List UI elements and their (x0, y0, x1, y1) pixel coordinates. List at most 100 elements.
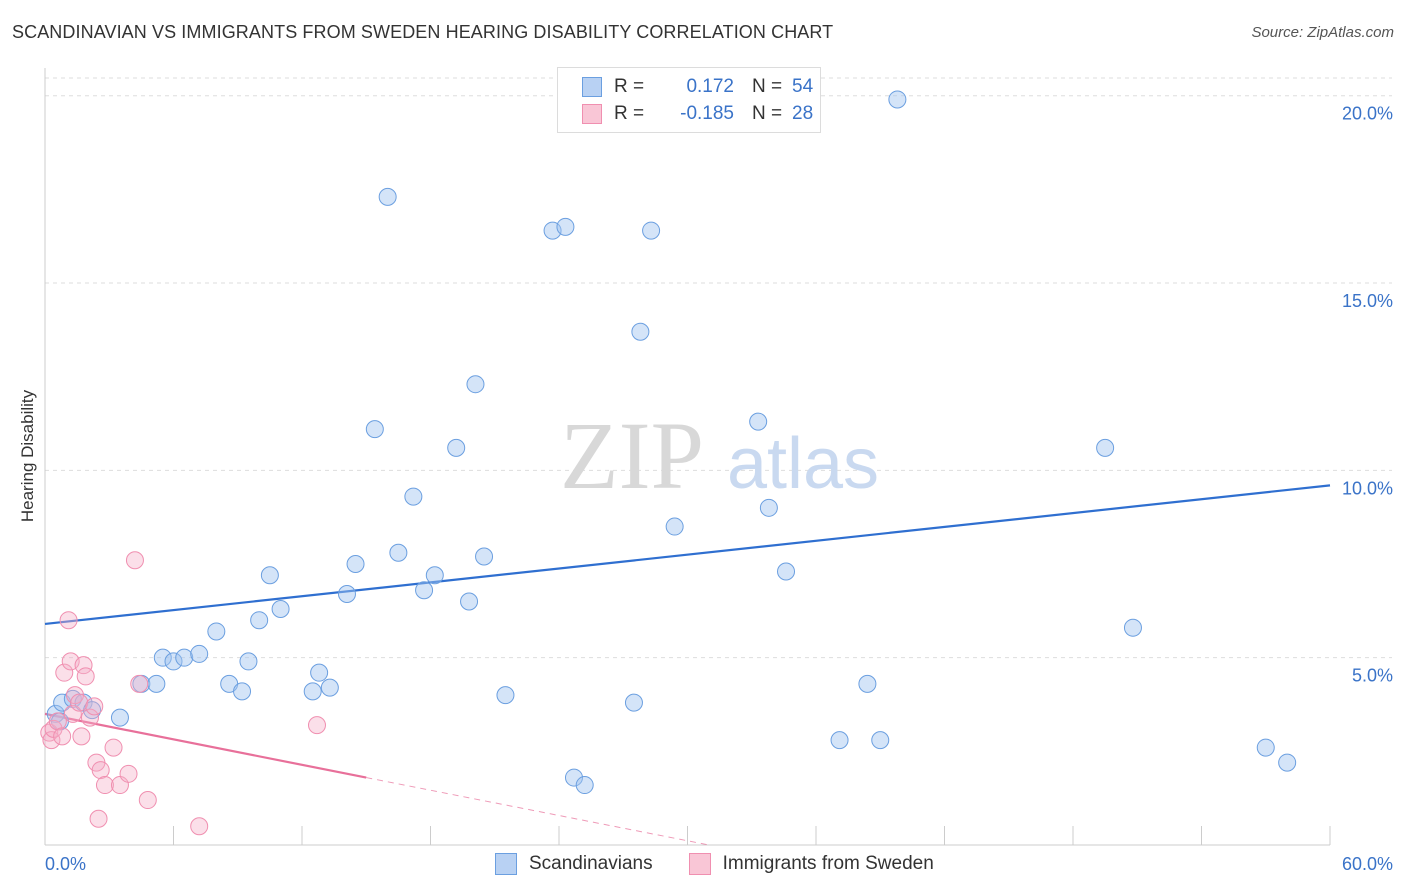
point-scandinavians (260, 566, 279, 585)
point-scandinavians (665, 517, 684, 536)
point-scandinavians (830, 731, 849, 750)
gridlines (45, 77, 1392, 659)
point-immigrants (70, 693, 89, 712)
bottom-legend-swatch-blue (495, 853, 517, 875)
legend-r-value: -0.185 (680, 103, 734, 124)
tick-labels: 5.0% 10.0% 15.0% 20.0% 0.0% 60.0% (45, 104, 1393, 874)
point-scandinavians (642, 221, 661, 240)
point-immigrants (95, 776, 114, 795)
bottom-legend-scandinavians: Scandinavians (495, 853, 653, 875)
point-scandinavians (1123, 618, 1142, 637)
y-tick-label: 10.0% (1342, 478, 1393, 498)
point-immigrants (48, 712, 67, 731)
legend-r-value: 0.172 (686, 76, 734, 97)
point-scandinavians (624, 693, 643, 712)
bottom-legend-label: Immigrants from Sweden (722, 853, 934, 874)
legend-box: R = 0.172 N = 54 R = -0.185 N = 28 (557, 67, 821, 133)
source-label: Source: ZipAtlas.com (1251, 24, 1394, 41)
trendline-immigrants (44, 712, 367, 779)
point-scandinavians (460, 592, 479, 611)
legend-swatch-blue (582, 77, 602, 97)
trendlines (44, 484, 1331, 846)
point-scandinavians (365, 420, 384, 439)
point-immigrants (72, 727, 91, 746)
point-scandinavians (447, 438, 466, 457)
axes (44, 68, 1331, 846)
point-scandinavians (190, 644, 209, 663)
point-scandinavians (415, 581, 434, 600)
point-scandinavians (631, 322, 650, 341)
legend-r-label: R = (614, 103, 645, 124)
bottom-legend-immigrants: Immigrants from Sweden (688, 853, 934, 875)
legend-swatch-pink (582, 104, 602, 124)
point-scandinavians (564, 768, 583, 787)
legend-row-immigrants: R = -0.185 N = 28 (582, 101, 813, 127)
y-tick-label: 5.0% (1352, 666, 1393, 686)
point-immigrants (89, 809, 108, 828)
point-scandinavians (466, 375, 485, 394)
point-scandinavians (207, 622, 226, 641)
point-scandinavians (425, 566, 444, 585)
legend-row-scandinavians: R = 0.172 N = 54 (582, 74, 813, 100)
legend-n-value: 28 (792, 103, 814, 124)
data-points (40, 90, 1297, 836)
legend-n-label: N = (752, 76, 783, 97)
point-scandinavians (1278, 753, 1297, 772)
point-scandinavians (175, 648, 194, 667)
point-scandinavians (556, 217, 575, 236)
point-scandinavians (871, 731, 890, 750)
point-immigrants (42, 731, 61, 750)
point-scandinavians (759, 498, 778, 517)
y-tick-label: 15.0% (1342, 291, 1393, 311)
point-scandinavians (749, 412, 768, 431)
legend-n-value: 54 (792, 76, 814, 97)
point-scandinavians (777, 562, 796, 581)
point-immigrants (76, 667, 95, 686)
watermark: ZIP atlas (560, 402, 879, 509)
point-immigrants (91, 761, 110, 780)
point-scandinavians (404, 487, 423, 506)
point-immigrants (190, 817, 209, 836)
point-scandinavians (888, 90, 907, 109)
point-scandinavians (475, 547, 494, 566)
point-immigrants (55, 663, 74, 682)
point-scandinavians (1256, 738, 1275, 757)
point-scandinavians (239, 652, 258, 671)
point-immigrants (74, 656, 93, 675)
bottom-legend: Scandinavians Immigrants from Sweden (495, 852, 970, 876)
point-scandinavians (164, 652, 183, 671)
point-scandinavians (310, 663, 329, 682)
point-scandinavians (575, 776, 594, 795)
point-scandinavians (147, 674, 166, 693)
chart-title: SCANDINAVIAN VS IMMIGRANTS FROM SWEDEN H… (12, 22, 834, 42)
point-immigrants (85, 697, 104, 716)
point-immigrants (138, 791, 157, 810)
point-scandinavians (233, 682, 252, 701)
point-scandinavians (378, 187, 397, 206)
point-immigrants (119, 764, 138, 783)
point-scandinavians (271, 599, 290, 618)
point-scandinavians (1096, 438, 1115, 457)
point-scandinavians (496, 686, 515, 705)
point-scandinavians (337, 584, 356, 603)
point-scandinavians (153, 648, 172, 667)
watermark-atlas: atlas (727, 424, 879, 504)
point-immigrants (80, 708, 99, 727)
point-immigrants (104, 738, 123, 757)
x-tick-label: 0.0% (45, 854, 86, 874)
point-scandinavians (250, 611, 269, 630)
point-immigrants (59, 611, 78, 630)
point-scandinavians (303, 682, 322, 701)
bottom-legend-label: Scandinavians (529, 853, 653, 874)
point-scandinavians (858, 674, 877, 693)
point-scandinavians (110, 708, 129, 727)
point-immigrants (63, 704, 82, 723)
point-immigrants (307, 716, 326, 735)
legend-r-label: R = (614, 76, 645, 97)
point-immigrants (130, 674, 149, 693)
point-immigrants (125, 551, 144, 570)
point-scandinavians (346, 555, 365, 574)
bottom-legend-swatch-pink (688, 853, 711, 875)
trendline-scandinavians (44, 484, 1331, 626)
